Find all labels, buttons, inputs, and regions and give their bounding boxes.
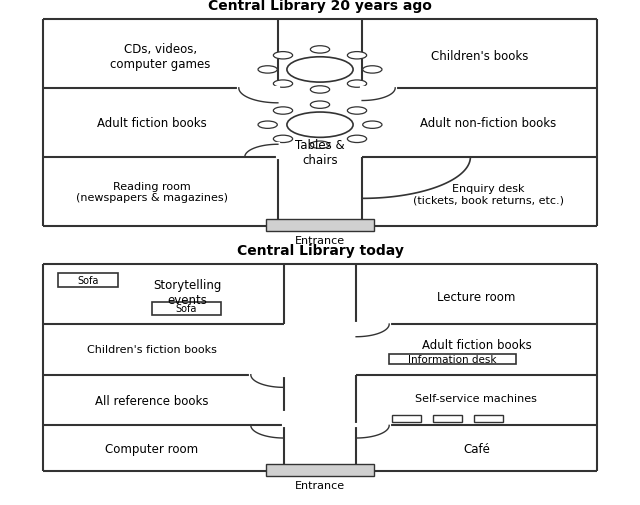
Circle shape — [348, 53, 367, 60]
Circle shape — [273, 53, 292, 60]
Circle shape — [363, 122, 382, 129]
Bar — [433, 415, 462, 422]
Circle shape — [363, 67, 382, 74]
Circle shape — [348, 108, 367, 115]
Circle shape — [310, 142, 330, 149]
Circle shape — [273, 136, 292, 143]
Circle shape — [310, 87, 330, 94]
Circle shape — [348, 81, 367, 88]
Circle shape — [273, 108, 292, 115]
Text: Sofa: Sofa — [77, 276, 99, 286]
Text: Adult non-fiction books: Adult non-fiction books — [420, 117, 557, 130]
Text: Self-service machines: Self-service machines — [415, 393, 538, 403]
FancyBboxPatch shape — [152, 302, 221, 315]
Text: Enquiry desk
(tickets, book returns, etc.): Enquiry desk (tickets, book returns, etc… — [413, 184, 564, 205]
Text: Computer room: Computer room — [105, 442, 198, 455]
Text: Entrance: Entrance — [295, 480, 345, 490]
Text: Café: Café — [463, 442, 490, 455]
Text: Children's books: Children's books — [431, 50, 528, 63]
Bar — [392, 415, 421, 422]
Text: Storytelling
events: Storytelling events — [154, 278, 222, 306]
FancyBboxPatch shape — [58, 274, 118, 288]
Circle shape — [310, 46, 330, 54]
Text: Tables &
chairs: Tables & chairs — [295, 139, 345, 167]
Bar — [266, 220, 374, 231]
Text: CDs, videos,
computer games: CDs, videos, computer games — [110, 42, 211, 71]
Bar — [266, 465, 374, 476]
Bar — [474, 415, 503, 422]
Text: Lecture room: Lecture room — [437, 290, 516, 304]
Text: Reading room
(newspapers & magazines): Reading room (newspapers & magazines) — [76, 181, 228, 203]
Text: All reference books: All reference books — [95, 394, 208, 407]
Text: Children's fiction books: Children's fiction books — [86, 345, 216, 355]
Circle shape — [258, 122, 277, 129]
Text: Entrance: Entrance — [295, 235, 345, 245]
Title: Central Library today: Central Library today — [237, 243, 403, 258]
Circle shape — [310, 102, 330, 109]
Text: Adult fiction books: Adult fiction books — [422, 339, 531, 351]
Circle shape — [287, 58, 353, 83]
Title: Central Library 20 years ago: Central Library 20 years ago — [208, 0, 432, 13]
Circle shape — [287, 113, 353, 138]
Circle shape — [273, 81, 292, 88]
Text: Sofa: Sofa — [176, 304, 197, 314]
Text: Adult fiction books: Adult fiction books — [97, 117, 207, 130]
Circle shape — [258, 67, 277, 74]
Bar — [389, 354, 515, 365]
Circle shape — [348, 136, 367, 143]
Text: Information desk: Information desk — [408, 355, 497, 364]
